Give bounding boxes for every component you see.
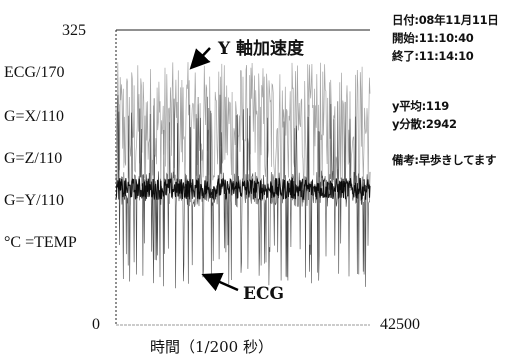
x-axis-title: 時間（1/200 秒） <box>150 338 273 356</box>
series-ecg-path <box>115 94 371 289</box>
annotation-arrows <box>189 47 239 292</box>
info-date: 日付:08年11月11日 <box>392 13 499 27</box>
info-y-mean: y平均:119 <box>392 99 450 113</box>
info-y-variance: y分散:2942 <box>392 117 457 131</box>
y-label-gy: G=Y/110 <box>4 192 64 209</box>
info-start: 開始:11:10:40 <box>392 31 474 45</box>
y-label-gz: G=Z/110 <box>4 150 63 167</box>
y-tick-label-0: 0 <box>92 316 100 333</box>
info-end: 終了:11:14:10 <box>392 49 474 63</box>
arrow-y-accel <box>189 47 211 70</box>
y-label-temp: °C =TEMP <box>4 234 77 251</box>
y-label-gx: G=X/110 <box>4 108 64 125</box>
series-y-accel-path <box>115 62 371 193</box>
series-ecg-core-path <box>115 177 371 202</box>
annotation-y-accel: Y 軸加速度 <box>218 39 305 59</box>
series-y-accel-line <box>115 62 371 193</box>
y-label-ecg: ECG/170 <box>4 64 65 81</box>
axes <box>115 29 370 326</box>
arrow-ecg <box>201 272 239 292</box>
series-ecg-line <box>115 94 371 289</box>
annotation-ecg: ECG <box>243 284 285 304</box>
x-tick-label-max: 42500 <box>380 316 420 333</box>
y-tick-label-325: 325 <box>62 22 86 39</box>
info-note: 備考:早歩きしてます <box>392 153 497 167</box>
